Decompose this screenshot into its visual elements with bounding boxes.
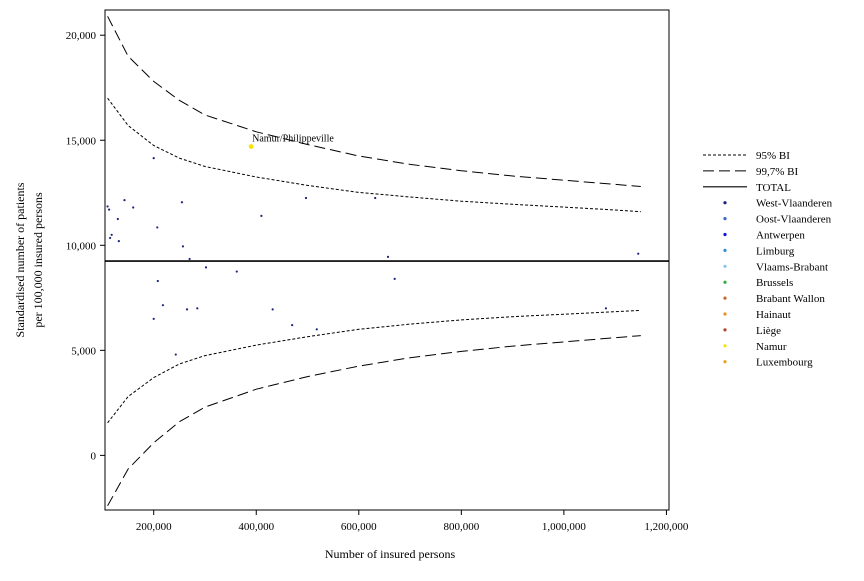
- x-tick-label: 400,000: [238, 521, 274, 533]
- legend-marker: [723, 264, 727, 268]
- data-point: [116, 217, 119, 221]
- data-point: [235, 270, 238, 273]
- ci95-lower-line: [107, 309, 641, 424]
- y-axis-label-line-2: per 100,000 insured persons: [31, 192, 45, 328]
- y-axis-label-2: per 100,000 insured persons: [31, 192, 45, 328]
- data-point: [174, 353, 177, 356]
- legend-label: Luxembourg: [756, 357, 813, 369]
- y-tick-label: 10,000: [66, 240, 97, 252]
- data-point: [393, 277, 396, 281]
- legend-label: Antwerpen: [756, 230, 805, 242]
- plot-frame: [104, 9, 670, 511]
- data-point: [188, 257, 191, 261]
- legend-label: Namur: [756, 341, 787, 353]
- data-point: [156, 226, 159, 229]
- x-tick-label: 800,000: [443, 521, 479, 533]
- x-tick-label: 200,000: [136, 521, 172, 533]
- data-point: [117, 239, 120, 243]
- y-tick-label: 20,000: [66, 30, 97, 42]
- data-point: [156, 279, 159, 283]
- data-point: [304, 196, 308, 200]
- data-point: [604, 307, 608, 310]
- legend-marker: [723, 312, 727, 316]
- ci997-lower-line: [107, 335, 641, 507]
- legend-label: West-Vlaanderen: [756, 198, 833, 210]
- ci95-upper-line: [107, 97, 641, 213]
- highlight-point: [248, 144, 254, 149]
- data-point: [185, 308, 189, 311]
- data-point: [110, 233, 113, 236]
- data-point: [123, 199, 126, 202]
- legend-label: Brussels: [756, 277, 793, 289]
- y-axis-label: Standardised number of patients: [13, 182, 27, 337]
- data-point: [108, 208, 111, 211]
- y-axis: 0 5,000 10,000 15,000 20,000: [66, 30, 105, 462]
- legend-label: Liège: [756, 325, 781, 337]
- legend: 95% BI 99,7% BI TOTAL West-Vlaanderen Oost-V…: [703, 150, 833, 369]
- y-tick-label: 0: [91, 450, 97, 462]
- x-tick-label: 1,200,000: [644, 521, 689, 533]
- legend-marker: [723, 360, 727, 364]
- data-point: [196, 307, 199, 310]
- ci997-upper-line: [107, 16, 641, 187]
- legend-marker: [723, 344, 727, 348]
- legend-label: TOTAL: [756, 182, 791, 194]
- data-point: [291, 324, 294, 327]
- x-tick-label: 600,000: [341, 521, 377, 533]
- legend-label: Vlaams-Brabant: [756, 261, 828, 273]
- y-tick-label: 5,000: [71, 345, 96, 357]
- data-point: [152, 157, 155, 160]
- legend-marker: [723, 280, 727, 284]
- data-point: [132, 206, 135, 209]
- legend-marker: [723, 296, 727, 300]
- legend-label: Hainaut: [756, 309, 791, 321]
- y-axis-label-line-1: Standardised number of patients: [13, 182, 27, 337]
- data-point: [260, 214, 263, 217]
- legend-label: Brabant Wallon: [756, 293, 825, 305]
- legend-label: 99,7% BI: [756, 166, 799, 178]
- highlight-label: Namur/Philippeville: [252, 134, 334, 145]
- confidence-bands: [107, 16, 641, 507]
- data-point: [106, 205, 109, 208]
- legend-label: Limburg: [756, 245, 795, 257]
- legend-marker: [723, 217, 727, 221]
- data-point: [181, 245, 185, 248]
- legend-label: 95% BI: [756, 150, 790, 162]
- legend-marker: [723, 328, 727, 332]
- x-axis-label: Number of insured persons: [325, 547, 456, 561]
- data-point: [271, 308, 274, 311]
- data-point: [637, 252, 640, 255]
- data-point: [180, 201, 184, 204]
- data-point: [374, 196, 377, 200]
- legend-marker: [723, 248, 727, 252]
- data-points: Namur/Philippeville: [106, 134, 640, 356]
- data-point: [204, 266, 208, 269]
- x-tick-label: 1,000,000: [542, 521, 587, 533]
- data-point: [386, 255, 390, 258]
- y-tick-label: 15,000: [66, 135, 97, 147]
- data-point: [109, 236, 112, 240]
- data-point: [315, 328, 318, 331]
- legend-marker: [723, 232, 727, 237]
- legend-marker: [723, 201, 727, 205]
- data-point: [161, 304, 165, 307]
- x-axis: 200,000 400,000 600,000 800,000 1,000,000 1,2…: [136, 510, 689, 533]
- data-point: [152, 317, 155, 320]
- legend-label: Oost-Vlaanderen: [756, 214, 832, 226]
